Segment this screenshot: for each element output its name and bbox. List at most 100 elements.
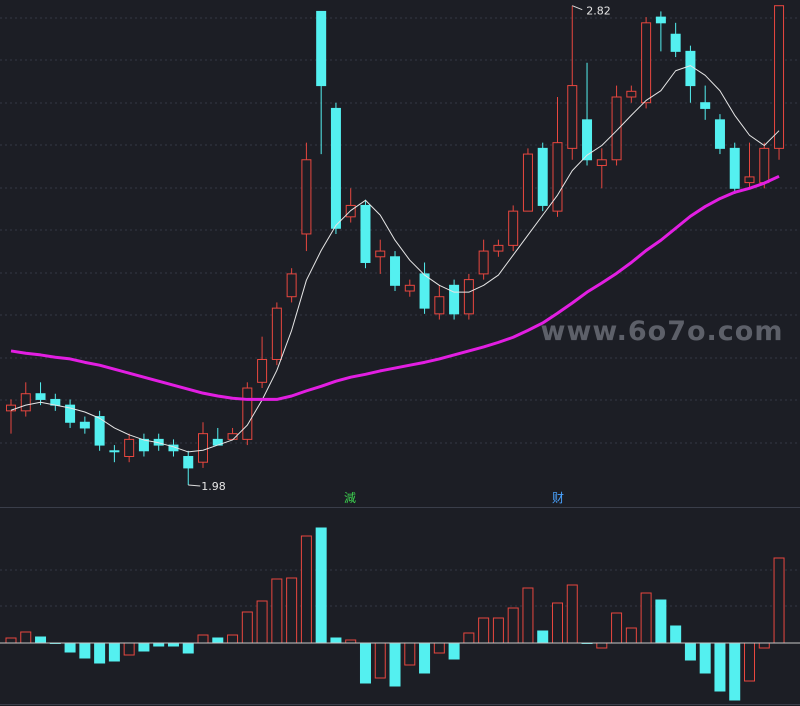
candle-body xyxy=(552,142,563,212)
indicator-bar xyxy=(20,631,32,644)
candle-body xyxy=(183,455,194,469)
marker-label: 減 xyxy=(344,490,356,505)
candle-body xyxy=(404,284,415,292)
candle-body xyxy=(670,33,681,52)
grid xyxy=(0,17,800,705)
indicator-bar xyxy=(197,634,209,644)
indicator-bar xyxy=(300,535,312,644)
candle-body xyxy=(700,102,711,109)
indicator-bar xyxy=(35,636,47,644)
candle-body xyxy=(316,10,327,87)
candle-body xyxy=(449,284,460,315)
candle-body xyxy=(257,358,268,383)
moving-average-line xyxy=(10,174,780,401)
indicator-bar xyxy=(625,627,637,644)
indicator-bar xyxy=(729,642,741,701)
candle-body xyxy=(626,90,637,98)
candle-body xyxy=(79,421,90,429)
candle-body xyxy=(375,250,386,258)
indicator-bar xyxy=(744,642,755,682)
candle-body xyxy=(508,210,519,246)
candle-body xyxy=(419,273,430,309)
indicator-bar xyxy=(404,642,416,666)
candle-body xyxy=(35,393,46,400)
indicator-bar xyxy=(212,637,224,644)
indicator-bar xyxy=(655,599,667,644)
indicator-bar xyxy=(108,642,120,662)
candle-body xyxy=(463,279,474,315)
indicator-bar xyxy=(433,642,445,654)
candle-body xyxy=(611,96,622,161)
indicator-bar xyxy=(79,642,91,659)
indicator-bar xyxy=(330,637,342,644)
candle-body xyxy=(596,159,607,166)
indicator-bar xyxy=(448,642,460,660)
candle-body xyxy=(138,438,149,452)
candle-body xyxy=(301,159,312,235)
indicator-bar xyxy=(566,584,578,644)
candle-body xyxy=(522,153,533,212)
indicator-bar xyxy=(551,602,563,644)
indicator-bar xyxy=(182,642,194,654)
candle-body xyxy=(567,85,578,149)
indicator-bar xyxy=(758,642,770,649)
moving-average-line xyxy=(10,65,780,453)
indicator-bar xyxy=(94,642,106,664)
indicator-bar xyxy=(359,642,371,684)
low-label: 1.98 xyxy=(201,480,226,493)
indicator-bar xyxy=(699,642,711,674)
indicator-bar xyxy=(522,587,534,644)
indicator-bar xyxy=(256,600,268,644)
candle-body xyxy=(493,244,504,252)
candle-body xyxy=(20,393,31,412)
candle-body xyxy=(685,50,696,87)
candle-body xyxy=(774,5,785,149)
indicator-bar xyxy=(463,632,475,644)
candle-body xyxy=(124,438,135,457)
candle-body xyxy=(65,404,76,423)
indicator-bar xyxy=(241,611,253,644)
candle-body xyxy=(94,416,105,446)
indicator-bar xyxy=(315,527,327,644)
indicator-bar xyxy=(537,630,549,644)
annotation-arrow xyxy=(572,5,583,11)
indicator-bar xyxy=(5,637,17,644)
indicator-bar xyxy=(640,592,652,644)
candle-body xyxy=(729,147,740,189)
indicator-bar xyxy=(389,642,401,687)
indicator-bar xyxy=(286,577,298,644)
candle-body xyxy=(109,450,120,453)
candle-body xyxy=(330,107,341,229)
indicator-bar xyxy=(271,578,283,644)
indicator-bar xyxy=(507,607,519,644)
watermark: www.6o7o.com xyxy=(541,316,784,347)
candle-body xyxy=(655,16,666,24)
indicator-bar xyxy=(419,642,431,674)
candle-body xyxy=(198,433,209,463)
candle-body xyxy=(271,307,282,360)
indicator-bar xyxy=(684,642,696,661)
indicator-bar xyxy=(670,625,682,644)
indicator-bar xyxy=(374,642,386,679)
candle-body xyxy=(242,387,253,440)
indicator-bar xyxy=(611,612,623,644)
indicator-bar xyxy=(492,617,504,644)
indicator-bar xyxy=(596,642,608,649)
indicator-bar xyxy=(714,642,726,692)
candle-body xyxy=(360,204,371,263)
marker-label: 财 xyxy=(552,491,564,505)
candle-body xyxy=(641,22,652,104)
indicator-bar xyxy=(478,617,490,644)
indicator-bar xyxy=(227,634,239,644)
candle-body xyxy=(434,296,445,315)
indicator-bar xyxy=(123,642,135,656)
indicator-bar xyxy=(64,642,76,653)
candle-body xyxy=(744,176,755,184)
candle-body xyxy=(582,119,593,161)
candle-body xyxy=(390,256,401,286)
candle-body xyxy=(537,147,548,206)
indicator-bar xyxy=(773,557,785,644)
